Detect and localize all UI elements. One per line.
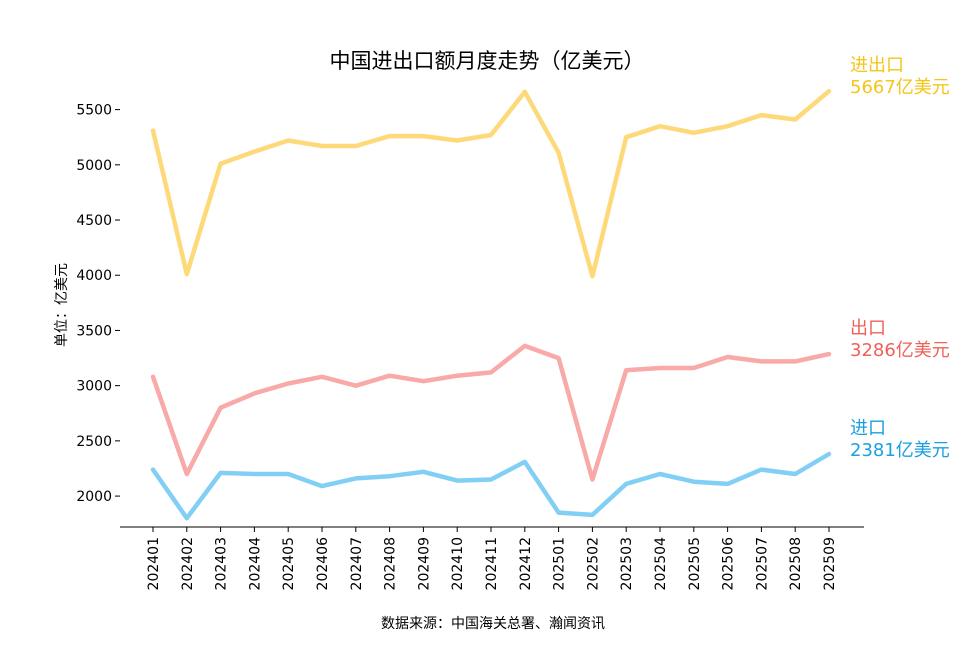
- y-tick-label: 4000: [76, 268, 112, 284]
- x-tick-label: 202404: [247, 537, 263, 591]
- x-tick-label: 202504: [653, 537, 669, 591]
- end-label-value: 2381亿美元: [850, 440, 950, 461]
- x-tick-label: 202403: [214, 537, 230, 590]
- chart-title: 中国进出口额月度走势（亿美元）: [330, 49, 645, 73]
- y-tick-label: 4500: [76, 213, 112, 229]
- series-line-1: [150, 88, 832, 279]
- series-line-2: [150, 343, 832, 482]
- y-axis-label: 单位：亿美元: [54, 263, 70, 347]
- x-tick-label: 202405: [281, 537, 297, 590]
- x-tick-label: 202412: [518, 537, 534, 590]
- y-tick-label: 5500: [76, 103, 112, 119]
- x-tick-label: 202503: [619, 537, 635, 590]
- x-tick-label: 202406: [315, 537, 331, 591]
- x-tick-label: 202508: [788, 537, 804, 590]
- y-tick-label: 3000: [76, 379, 112, 395]
- end-label-value: 3286亿美元: [850, 340, 950, 361]
- series-line-3: [150, 451, 832, 521]
- end-label-name: 出口: [850, 318, 886, 339]
- source-note: 数据来源：中国海关总署、瀚闻资讯: [381, 616, 605, 632]
- x-tick-label: 202501: [552, 537, 568, 590]
- y-tick-label: 5000: [76, 158, 112, 174]
- x-tick-label: 202506: [721, 537, 737, 591]
- y-tick-label: 3500: [76, 323, 112, 339]
- x-tick-label: 202411: [484, 537, 500, 590]
- x-tick-label: 202401: [146, 537, 162, 590]
- x-tick-label: 202502: [585, 537, 601, 590]
- y-tick-label: 2000: [76, 489, 112, 505]
- x-tick-label: 202407: [349, 537, 365, 590]
- end-label-value: 5667亿美元: [850, 77, 950, 98]
- x-tick-label: 202509: [822, 537, 838, 590]
- series-lines: [150, 88, 832, 521]
- x-tick-label: 202402: [180, 537, 196, 590]
- end-label-name: 进出口: [850, 55, 904, 76]
- x-tick-label: 202409: [416, 537, 432, 590]
- y-tick-label: 2500: [76, 434, 112, 450]
- x-tick-label: 202505: [687, 537, 703, 590]
- x-tick-label: 202507: [754, 537, 770, 590]
- end-label-name: 进口: [850, 418, 886, 439]
- x-tick-label: 202410: [450, 537, 466, 590]
- x-tick-label: 202408: [383, 537, 399, 590]
- axes: 2000 2500 3000 3500 4000 4500 5000 5500 202401 20…: [76, 103, 864, 591]
